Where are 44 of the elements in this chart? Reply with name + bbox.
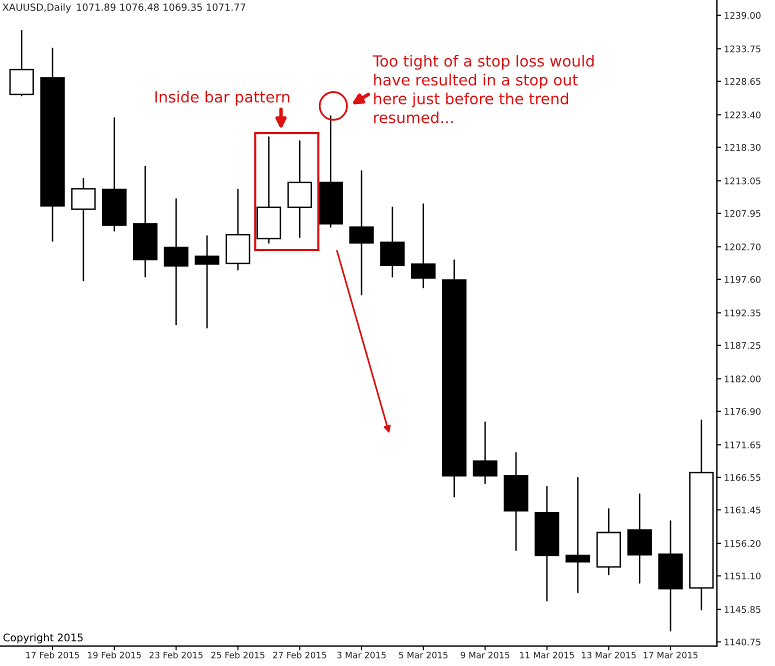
y-tick-label: 1207.95	[724, 210, 760, 217]
x-tick-label: 9 Mar 2015	[460, 652, 510, 658]
y-tick-label: 1239.00	[724, 12, 761, 19]
candlestick	[411, 203, 436, 288]
y-tick-label: 1187.25	[724, 342, 760, 349]
x-tick-label: 19 Feb 2015	[88, 652, 141, 658]
x-tick-label: 13 Mar 2015	[582, 652, 636, 658]
y-tick-label: 1197.60	[724, 276, 761, 283]
y-tick-label: 1192.35	[724, 310, 760, 316]
candlestick	[349, 170, 374, 296]
x-tick-label: 3 Mar 2015	[337, 652, 386, 658]
y-tick-label: 1171.65	[724, 442, 760, 448]
chart-subtitle: 1071.89 1076.48 1069.35 1071.77	[77, 4, 246, 11]
y-tick-label: 1182.00	[724, 376, 761, 382]
chart-title: XAUUSD,Daily	[2, 3, 71, 13]
y-tick-label: 1176.90	[724, 408, 761, 415]
y-tick-label: 1140.75	[724, 638, 760, 646]
y-tick-label: 1233.75	[724, 46, 760, 52]
y-tick-label: 1151.10	[724, 572, 761, 580]
y-tick-label: 1156.20	[724, 540, 761, 547]
y-tick-label: 1218.30	[724, 144, 761, 151]
candlestick	[194, 235, 220, 328]
candlestick	[566, 476, 590, 594]
y-tick-label: 1223.40	[724, 112, 761, 118]
annotation: Copyright 2015	[3, 633, 83, 644]
y-tick-label: 1166.55	[724, 474, 760, 481]
x-tick-label: 5 Mar 2015	[399, 652, 448, 658]
candlestick	[164, 198, 188, 326]
x-tick-label: 17 Feb 2015	[26, 652, 79, 658]
x-tick-label: 17 Mar 2015	[644, 652, 698, 658]
y-tick-label: 1145.85	[724, 606, 760, 613]
x-tick-label: 25 Feb 2015	[211, 652, 264, 658]
annotation: Too tight of a stop loss would have resulted in a stop out here just before the trend resumed...	[372, 54, 594, 124]
y-tick-label: 1213.05	[724, 178, 760, 184]
candlestick	[380, 206, 405, 278]
candlestick	[71, 178, 96, 282]
candlestick	[472, 421, 498, 484]
annotation: Inside bar pattern	[155, 90, 290, 106]
y-tick-label: 1228.65	[724, 78, 760, 85]
x-tick-label: 27 Feb 2015	[273, 652, 326, 658]
x-tick-label: 11 Mar 2015	[520, 652, 574, 658]
y-tick-label: 1202.70	[724, 244, 761, 250]
y-tick-label: 1161.45	[724, 506, 760, 514]
x-tick-label: 23 Feb 2015	[150, 652, 203, 658]
